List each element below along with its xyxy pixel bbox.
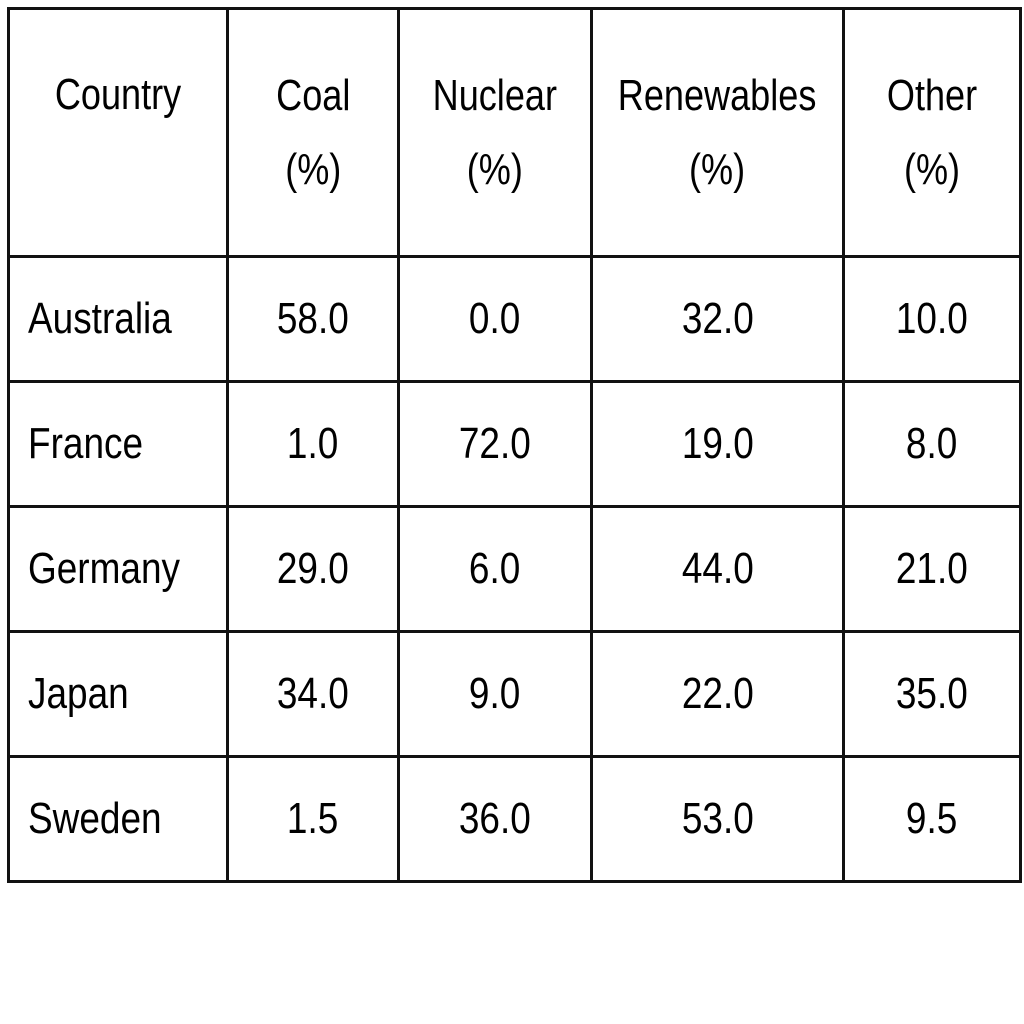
cell-country: Sweden (7, 755, 229, 883)
header-renewables: Renewables (%) (590, 7, 845, 258)
cell-coal: 58.0 (226, 255, 400, 383)
cell-coal: 29.0 (226, 505, 400, 633)
cell-nuclear: 72.0 (397, 380, 593, 508)
cell-other: 21.0 (842, 505, 1022, 633)
header-nuclear-line-2: (%) (466, 144, 524, 194)
header-other: Other (%) (842, 7, 1022, 258)
header-nuclear: Nuclear (%) (397, 7, 593, 258)
cell-other: 10.0 (842, 255, 1022, 383)
cell-other: 9.5 (842, 755, 1022, 883)
cell-renewables: 32.0 (590, 255, 845, 383)
header-coal-line-2: (%) (284, 144, 342, 194)
header-country: Country (7, 7, 229, 258)
cell-country: Japan (7, 630, 229, 758)
cell-nuclear: 0.0 (397, 255, 593, 383)
cell-coal: 1.0 (226, 380, 400, 508)
header-renewables-line-2: (%) (689, 144, 746, 194)
header-coal: Coal (%) (226, 7, 400, 258)
cell-other: 35.0 (842, 630, 1022, 758)
table-row: Japan 34.0 9.0 22.0 35.0 (7, 630, 1022, 758)
header-coal-line-1: Coal (275, 70, 351, 120)
energy-mix-table: Country Coal (%) Nuclear (%) Renewables … (7, 7, 1022, 883)
cell-nuclear: 9.0 (397, 630, 593, 758)
cell-renewables: 22.0 (590, 630, 845, 758)
header-country-line-1: Country (54, 69, 182, 119)
header-other-line-2: (%) (903, 144, 961, 194)
cell-coal: 1.5 (226, 755, 400, 883)
cell-nuclear: 6.0 (397, 505, 593, 633)
cell-other: 8.0 (842, 380, 1022, 508)
cell-renewables: 53.0 (590, 755, 845, 883)
table-row: France 1.0 72.0 19.0 8.0 (7, 380, 1022, 508)
cell-renewables: 19.0 (590, 380, 845, 508)
cell-country: Australia (7, 255, 229, 383)
header-nuclear-line-1: Nuclear (432, 70, 558, 120)
cell-renewables: 44.0 (590, 505, 845, 633)
header-renewables-line-1: Renewables (618, 70, 817, 120)
header-other-line-1: Other (886, 70, 978, 120)
cell-nuclear: 36.0 (397, 755, 593, 883)
table-row: Sweden 1.5 36.0 53.0 9.5 (7, 755, 1022, 883)
table-row: Germany 29.0 6.0 44.0 21.0 (7, 505, 1022, 633)
cell-country: Germany (7, 505, 229, 633)
table-row: Australia 58.0 0.0 32.0 10.0 (7, 255, 1022, 383)
table-header-row: Country Coal (%) Nuclear (%) Renewables … (7, 7, 1022, 258)
cell-coal: 34.0 (226, 630, 400, 758)
cell-country: France (7, 380, 229, 508)
